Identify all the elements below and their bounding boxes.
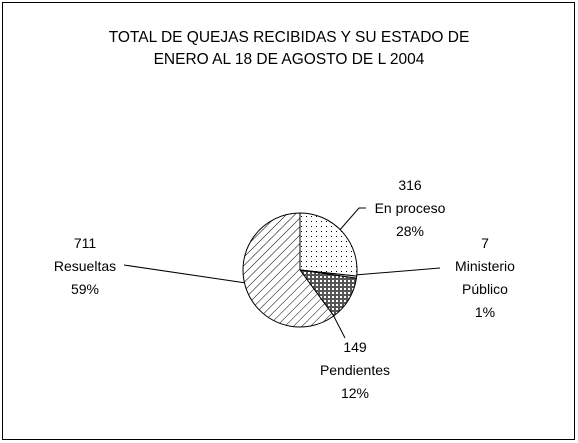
category-label: Ministerio Público (455, 258, 515, 297)
value-label: 149 (343, 339, 367, 355)
slice-label: 316 En proceso 28% (370, 174, 450, 243)
value-label: 316 (398, 177, 422, 193)
pie-slice (299, 212, 358, 277)
percent-label: 28% (395, 223, 425, 239)
title-line: ENERO AL 18 DE AGOSTO DE L 2004 (153, 51, 425, 68)
percent-label: 1% (474, 304, 496, 320)
chart-title: TOTAL DE QUEJAS RECIBIDAS Y SU ESTADO DE… (0, 27, 578, 71)
percent-label: 59% (70, 281, 100, 297)
slice-label: 149 Pendientes 12% (315, 336, 395, 405)
category-label: Resueltas (53, 258, 117, 274)
percent-label: 12% (340, 385, 370, 401)
category-label: En proceso (374, 200, 446, 216)
slice-label: 711 Resueltas 59% (45, 232, 125, 301)
pie-slice (242, 212, 335, 328)
category-label: Pendientes (319, 362, 391, 378)
value-label: 711 (73, 235, 97, 251)
value-label: 7 (481, 235, 489, 251)
slice-label: 7 Ministerio Público 1% (448, 232, 522, 324)
title-line: TOTAL DE QUEJAS RECIBIDAS Y SU ESTADO DE (108, 29, 470, 46)
